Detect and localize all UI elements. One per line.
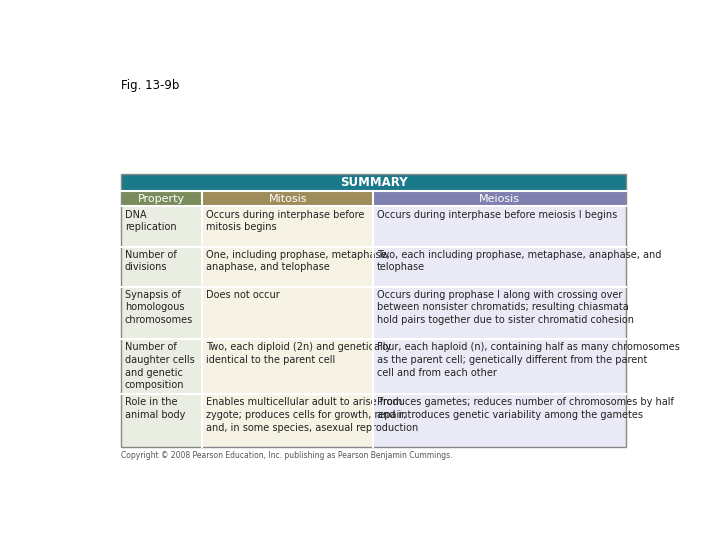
Bar (121, 247, 202, 287)
Text: Property: Property (138, 194, 185, 204)
Text: Mitosis: Mitosis (269, 194, 307, 204)
Text: Two, each diploid (2n) and genetically
identical to the parent cell: Two, each diploid (2n) and genetically i… (206, 342, 392, 365)
Text: Role in the
animal body: Role in the animal body (125, 397, 185, 420)
Bar (121, 339, 202, 394)
Bar (121, 174, 626, 447)
Text: Occurs during interphase before
mitosis begins: Occurs during interphase before mitosis … (206, 210, 364, 232)
Text: Does not occur: Does not occur (206, 289, 280, 300)
Bar (202, 339, 373, 394)
Text: Occurs during prophase I along with crossing over
between nonsister chromatids; : Occurs during prophase I along with cros… (377, 289, 634, 325)
Bar (121, 174, 626, 191)
Bar (202, 287, 373, 339)
Bar (373, 191, 626, 206)
Bar (202, 394, 373, 447)
Text: Fig. 13-9b: Fig. 13-9b (121, 79, 179, 92)
Text: Two, each including prophase, metaphase, anaphase, and
telophase: Two, each including prophase, metaphase,… (377, 249, 661, 272)
Bar (202, 247, 373, 287)
Text: Occurs during interphase before meiosis I begins: Occurs during interphase before meiosis … (377, 210, 617, 220)
Bar (202, 191, 373, 206)
Bar (121, 191, 202, 206)
Text: Four, each haploid (n), containing half as many chromosomes
as the parent cell; : Four, each haploid (n), containing half … (377, 342, 680, 377)
Text: One, including prophase, metaphase,
anaphase, and telophase: One, including prophase, metaphase, anap… (206, 249, 390, 272)
Bar (121, 287, 202, 339)
Text: Synapsis of
homologous
chromosomes: Synapsis of homologous chromosomes (125, 289, 193, 325)
Bar (121, 206, 202, 247)
Text: Produces gametes; reduces number of chromosomes by half
and introduces genetic v: Produces gametes; reduces number of chro… (377, 397, 674, 420)
Text: Meiosis: Meiosis (479, 194, 520, 204)
Bar (121, 394, 202, 447)
Bar (373, 206, 626, 247)
Bar (373, 247, 626, 287)
Bar (202, 206, 373, 247)
Bar (373, 394, 626, 447)
Text: DNA
replication: DNA replication (125, 210, 176, 232)
Text: Number of
divisions: Number of divisions (125, 249, 176, 272)
Bar (373, 339, 626, 394)
Text: SUMMARY: SUMMARY (340, 176, 408, 189)
Text: Enables multicellular adult to arise from
zygote; produces cells for growth, rep: Enables multicellular adult to arise fro… (206, 397, 418, 433)
Bar (373, 287, 626, 339)
Text: Number of
daughter cells
and genetic
composition: Number of daughter cells and genetic com… (125, 342, 194, 390)
Text: Copyright © 2008 Pearson Education, Inc. publishing as Pearson Benjamin Cummings: Copyright © 2008 Pearson Education, Inc.… (121, 451, 452, 460)
